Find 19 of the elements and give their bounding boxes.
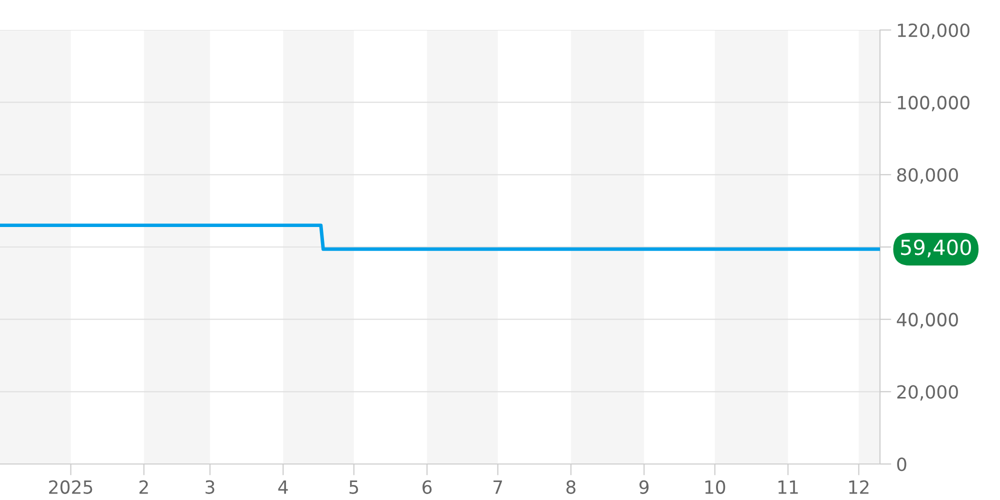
y-tick-label: 100,000 (898, 96, 970, 112)
y-tick-label: 80,000 (897, 168, 958, 184)
x-tick-label: 8 (566, 480, 576, 494)
y-tick-label: 20,000 (897, 385, 958, 401)
y-tick-label: 120,000 (898, 23, 970, 39)
x-tick-label: 2 (139, 480, 148, 494)
x-tick-label: 11 (778, 480, 798, 494)
x-tick-label: 6 (422, 480, 432, 494)
y-tick-label: 40,000 (896, 312, 958, 328)
y-tick-label: 0 (897, 457, 906, 472)
x-tick-label: 12 (849, 480, 868, 494)
x-tick-label: 10 (705, 480, 726, 494)
x-tick-label: 7 (494, 480, 502, 494)
x-tick-label: 4 (278, 480, 288, 494)
x-tick-label: 9 (639, 480, 649, 494)
x-tick-label: 3 (206, 480, 214, 494)
annotation: 59,400 (901, 239, 971, 258)
x-tick-label: 2025 (49, 480, 92, 494)
x-tick-label: 5 (350, 480, 358, 494)
